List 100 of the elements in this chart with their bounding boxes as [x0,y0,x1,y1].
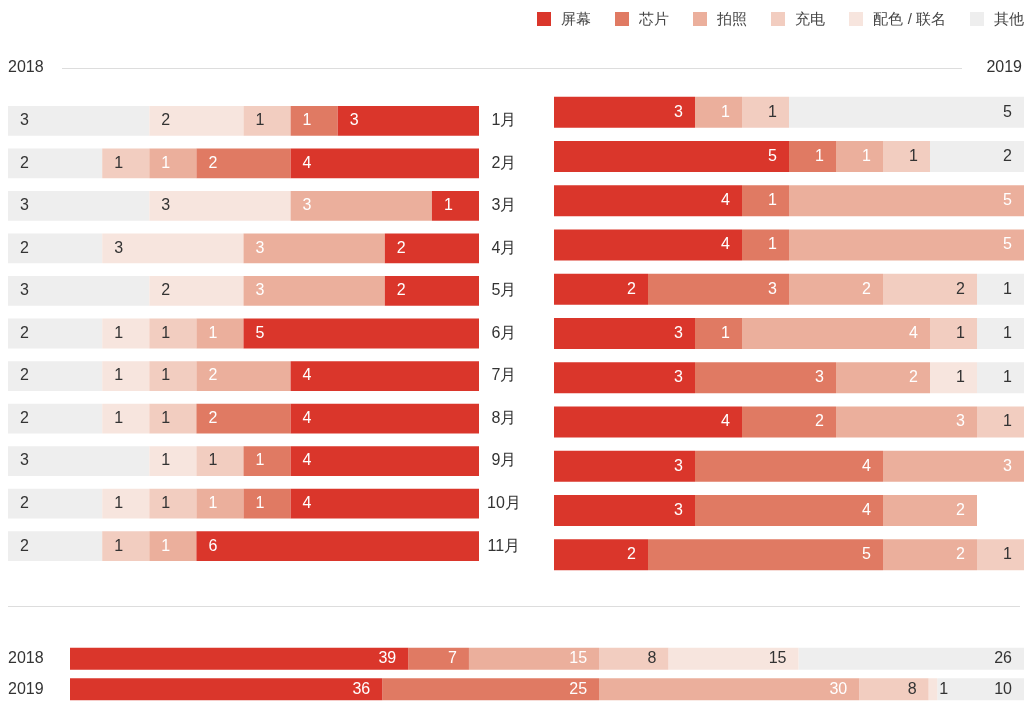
bar [70,647,409,670]
data-label: 2 [20,323,29,341]
data-label: 3 [674,323,684,341]
bar [196,318,244,349]
data-label: 15 [768,649,787,667]
bar [883,495,977,527]
y-tick-label: 7月 [491,366,517,384]
bar [149,531,197,562]
bar [798,647,1024,670]
bar [102,488,150,519]
bar [695,450,883,482]
bar [8,531,103,562]
data-label: 10 [994,679,1013,697]
bar [695,96,742,128]
bar [554,362,695,394]
bar [8,318,103,349]
data-label: 1 [161,323,171,341]
data-label: 2 [909,368,919,386]
data-label: 4 [302,366,312,384]
bar [196,148,291,179]
data-label: 1 [721,102,731,120]
data-label: 1 [1003,323,1013,341]
bar [742,406,836,438]
bar [8,105,150,136]
bar [742,96,789,128]
y-tick-label: 1月 [491,111,517,129]
data-label: 3 [815,368,825,386]
legend-label: 充电 [794,10,826,29]
data-label: 2 [396,281,406,299]
bar [431,191,479,221]
bar [836,140,883,172]
bar [883,450,1024,482]
data-label: 2 [161,111,171,129]
bar [243,488,291,519]
legend-label: 拍照 [716,10,748,29]
y-tick-label: 3月 [491,196,517,214]
y-tick-label: 6月 [491,323,517,341]
bar [742,229,789,261]
data-label: 1 [161,451,171,469]
data-label: 4 [721,412,731,430]
bar [149,191,291,221]
bar [149,488,197,519]
bar [554,96,695,128]
data-label: 1 [161,366,171,384]
data-label: 1 [114,153,124,171]
bar [977,362,1024,394]
data-label: 2 [161,281,171,299]
data-label: 2 [396,238,406,256]
data-label: 1 [1003,279,1013,297]
data-label: 3 [255,238,265,256]
data-label: 1 [255,451,265,469]
data-label: 3 [674,368,684,386]
data-label: 4 [302,153,312,171]
legend-label: 其他 [993,10,1024,29]
data-label: 1 [255,111,265,129]
data-label: 30 [829,679,848,697]
bar [149,148,197,179]
bar [384,276,479,306]
bar [290,488,479,519]
bar [102,318,150,349]
bar [102,148,150,179]
bar [384,233,479,264]
data-label: 5 [1003,102,1013,120]
bar [883,539,977,571]
data-label: 2 [20,408,29,426]
bar [554,229,742,261]
data-label: 4 [302,408,312,426]
data-label: 2 [1003,146,1013,164]
data-label: 1 [815,146,825,164]
bar [695,362,836,394]
bar [928,678,938,701]
bar [243,105,291,136]
bar [290,403,479,434]
bar [8,148,103,179]
bar [554,406,742,438]
bar [937,678,1024,701]
bar [468,647,600,670]
bar [554,318,695,349]
data-label: 3 [114,238,124,256]
chart-title: 2019 [984,58,1024,76]
bar [836,362,930,394]
data-label: 1 [161,494,171,512]
bar [196,531,479,562]
data-label: 1 [255,494,265,512]
data-label: 4 [721,235,731,253]
data-label: 36 [352,679,371,697]
data-label: 4 [302,494,312,512]
data-label: 5 [1003,191,1013,209]
data-label: 1 [1003,368,1013,386]
data-label: 2 [208,153,218,171]
data-label: 39 [378,649,397,667]
bar [102,361,150,391]
data-label: 3 [349,111,359,129]
y-tick-label: 8月 [491,408,517,426]
bar [290,105,338,136]
data-label: 2 [20,366,29,384]
data-label: 5 [255,323,265,341]
bar [8,403,103,434]
bar [196,446,244,476]
bar [196,361,291,391]
